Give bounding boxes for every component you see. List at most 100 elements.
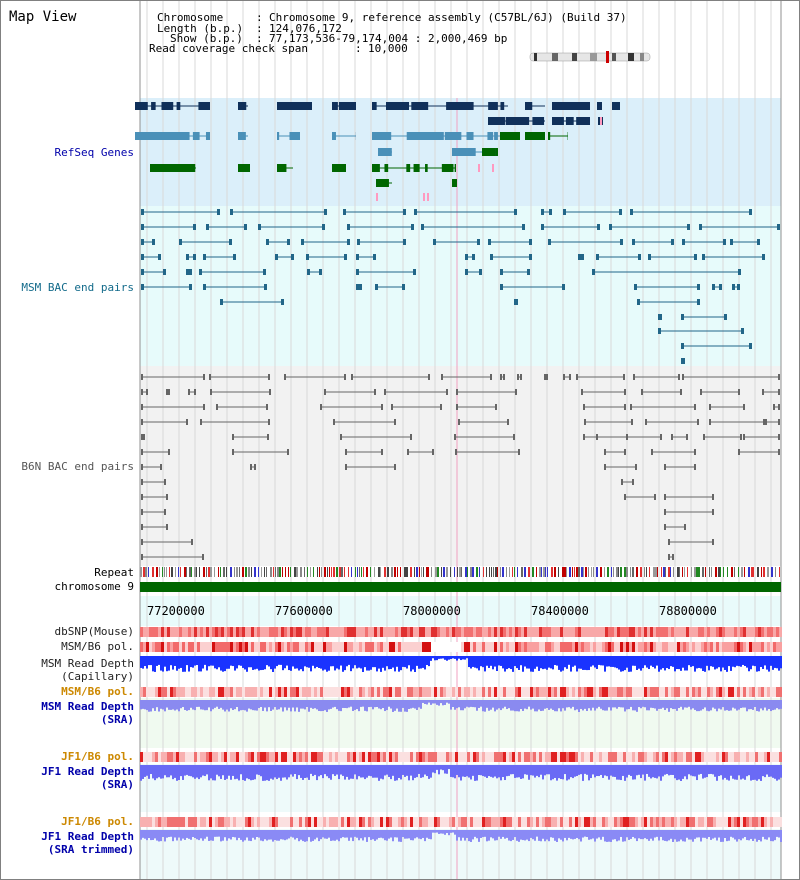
heat-cell [491, 687, 494, 697]
heat-cell [620, 752, 623, 762]
depth-bar [686, 700, 688, 708]
heat-cell [452, 642, 455, 652]
heat-cell [170, 642, 173, 652]
heat-cell [188, 627, 191, 637]
b6n-bac-end [743, 404, 745, 410]
depth-bar [224, 700, 226, 712]
depth-bar [588, 765, 590, 781]
depth-bar [272, 830, 274, 842]
depth-bar [418, 700, 420, 708]
gene-exon [425, 164, 428, 172]
depth-bar [778, 700, 780, 710]
depth-bar [268, 700, 270, 708]
heat-cell [467, 752, 470, 762]
depth-bar [528, 765, 530, 780]
heat-cell [368, 687, 371, 697]
depth-bar [422, 830, 424, 838]
depth-bar [736, 830, 738, 842]
heat-cell [503, 817, 506, 827]
repeat-mark [279, 567, 281, 577]
depth-bar [638, 830, 640, 839]
heat-cell [710, 817, 713, 827]
depth-bar [390, 656, 392, 669]
depth-bar [622, 765, 624, 776]
heat-cell [674, 752, 677, 762]
depth-bar [228, 765, 230, 776]
b6n-bac-end [671, 434, 673, 440]
msm-bac-end [433, 239, 436, 245]
depth-bar [434, 700, 436, 704]
heat-cell [641, 642, 644, 652]
repeat-mark [324, 567, 326, 577]
track-label-msm-bac[interactable]: MSM BAC end pairs [21, 281, 134, 294]
heat-cell [179, 687, 182, 697]
depth-bar [576, 765, 578, 777]
depth-bar [648, 765, 650, 777]
heat-cell [512, 642, 515, 652]
heat-cell [410, 752, 413, 762]
depth-bar [650, 765, 652, 779]
depth-bar [642, 656, 644, 669]
heat-cell [467, 687, 470, 697]
depth-bar [246, 700, 248, 712]
heat-cell [482, 687, 485, 697]
depth-bar [500, 830, 502, 839]
repeat-mark [333, 567, 335, 577]
repeat-mark [771, 567, 773, 577]
depth-bar [660, 830, 662, 837]
heat-cell [626, 752, 629, 762]
depth-bar [690, 656, 692, 667]
heat-cell [275, 687, 278, 697]
depth-bar [366, 830, 368, 842]
depth-bar [292, 830, 294, 838]
heat-cell [359, 687, 362, 697]
depth-bar [172, 765, 174, 780]
depth-bar [422, 700, 424, 703]
heat-cell [200, 687, 203, 697]
ideogram-band [612, 53, 616, 61]
heat-cell [758, 752, 761, 762]
repeat-mark [583, 567, 584, 577]
heat-cell [374, 752, 377, 762]
depth-bar [544, 700, 546, 709]
depth-bar [780, 830, 782, 842]
depth-bar [532, 700, 534, 709]
depth-bar [246, 830, 248, 838]
depth-bar [158, 700, 160, 712]
depth-bar [628, 765, 630, 775]
depth-bar [708, 700, 710, 712]
depth-bar [678, 765, 680, 780]
repeat-mark [543, 567, 545, 577]
depth-bar [230, 830, 232, 840]
heat-cell [302, 817, 305, 827]
depth-bar [156, 830, 158, 841]
depth-bar [756, 765, 758, 781]
depth-bar [608, 765, 610, 780]
msm-bac-end [741, 328, 744, 334]
repeat-mark [251, 567, 252, 577]
depth-bar [416, 765, 418, 778]
gene-exon [495, 148, 498, 156]
heat-cell [350, 817, 353, 827]
depth-bar [232, 765, 234, 776]
depth-bar [526, 765, 528, 775]
track-label-refseq[interactable]: RefSeq Genes [54, 146, 134, 159]
repeat-mark [517, 567, 518, 577]
depth-bar [726, 765, 728, 780]
depth-bar [180, 830, 182, 841]
heat-cell [566, 627, 569, 637]
depth-bar [744, 830, 746, 838]
heat-cell [488, 642, 491, 652]
heat-cell [161, 642, 164, 652]
heat-cell [425, 627, 428, 637]
depth-bar [220, 656, 222, 671]
b6n-bac-end [576, 374, 578, 380]
track-label-b6n-bac[interactable]: B6N BAC end pairs [21, 460, 134, 473]
depth-bar [534, 765, 536, 778]
heat-cell [608, 817, 611, 827]
depth-bar [344, 830, 346, 838]
depth-bar [744, 656, 746, 667]
depth-bar [254, 700, 256, 711]
depth-bar [248, 830, 250, 841]
